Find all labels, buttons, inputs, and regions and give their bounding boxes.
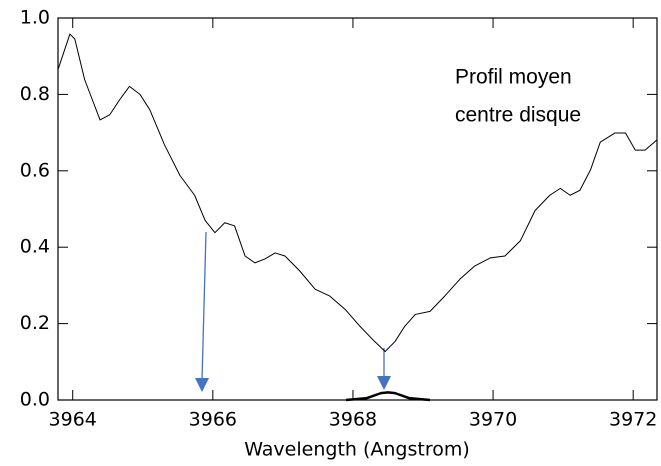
x-tick-label: 3968 <box>329 409 377 431</box>
y-tick-label: 1.0 <box>20 7 50 29</box>
x-tick-label: 3964 <box>49 409 97 431</box>
x-tick-label: 3972 <box>609 409 657 431</box>
line-series <box>345 391 431 402</box>
arrow-head <box>195 378 209 392</box>
y-tick-label: 0.8 <box>20 83 50 105</box>
y-tick-label: 0.0 <box>20 389 50 411</box>
arrow <box>201 231 207 381</box>
y-tick-label: 0.6 <box>20 159 50 181</box>
y-tick-label: 0.2 <box>20 312 50 334</box>
annotation: centre disque <box>455 104 581 127</box>
x-axis-label: Wavelength (Angstrom) <box>244 439 470 461</box>
annotation: Profil moyen <box>455 66 572 89</box>
x-tick-label: 3970 <box>469 409 517 431</box>
line-series <box>57 33 658 352</box>
x-tick-label: 3966 <box>189 409 237 431</box>
arrow-head <box>377 376 391 390</box>
y-tick-label: 0.4 <box>20 236 50 258</box>
